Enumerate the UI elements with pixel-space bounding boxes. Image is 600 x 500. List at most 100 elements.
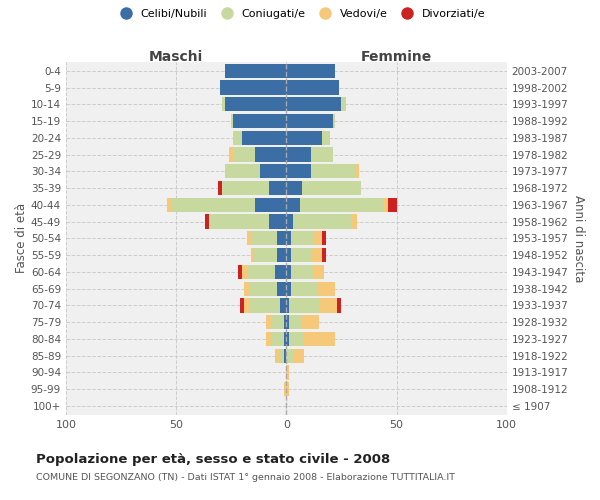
Bar — [383, 198, 388, 212]
Bar — [247, 264, 275, 279]
Bar — [313, 231, 322, 246]
Bar — [319, 298, 337, 312]
Bar — [286, 130, 322, 145]
Bar — [302, 181, 361, 195]
Bar — [271, 315, 284, 330]
Bar — [293, 214, 352, 228]
Bar — [284, 315, 286, 330]
Bar — [231, 114, 233, 128]
Bar — [280, 348, 284, 363]
Text: Femmine: Femmine — [361, 50, 432, 64]
Bar — [284, 332, 286, 346]
Bar — [311, 164, 355, 178]
Bar — [322, 231, 326, 246]
Bar — [337, 298, 341, 312]
Bar — [280, 298, 286, 312]
Legend: Celibi/Nubili, Coniugati/e, Vedovi/e, Divorziati/e: Celibi/Nubili, Coniugati/e, Vedovi/e, Di… — [111, 6, 489, 22]
Bar — [286, 315, 289, 330]
Bar — [322, 248, 326, 262]
Bar — [277, 248, 286, 262]
Bar — [286, 80, 339, 94]
Bar — [341, 97, 346, 112]
Bar — [229, 148, 233, 162]
Bar — [224, 64, 286, 78]
Bar — [218, 181, 223, 195]
Bar — [302, 315, 319, 330]
Bar — [220, 80, 286, 94]
Bar — [233, 148, 256, 162]
Bar — [247, 231, 251, 246]
Bar — [286, 264, 291, 279]
Bar — [286, 181, 302, 195]
Bar — [271, 332, 284, 346]
Bar — [240, 298, 244, 312]
Bar — [286, 332, 289, 346]
Bar — [266, 315, 271, 330]
Bar — [293, 348, 304, 363]
Bar — [291, 264, 313, 279]
Bar — [251, 231, 277, 246]
Bar — [286, 97, 341, 112]
Bar — [286, 348, 293, 363]
Bar — [317, 282, 335, 296]
Bar — [286, 114, 332, 128]
Bar — [244, 282, 249, 296]
Bar — [256, 148, 286, 162]
Text: Popolazione per età, sesso e stato civile - 2008: Popolazione per età, sesso e stato civil… — [36, 452, 390, 466]
Bar — [388, 198, 397, 212]
Bar — [291, 248, 311, 262]
Text: COMUNE DI SEGONZANO (TN) - Dati ISTAT 1° gennaio 2008 - Elaborazione TUTTITALIA.: COMUNE DI SEGONZANO (TN) - Dati ISTAT 1°… — [36, 472, 455, 482]
Bar — [269, 181, 286, 195]
Bar — [286, 366, 289, 380]
Bar — [223, 97, 224, 112]
Bar — [260, 164, 286, 178]
Bar — [284, 348, 286, 363]
Bar — [311, 248, 322, 262]
Bar — [223, 181, 269, 195]
Bar — [286, 148, 311, 162]
Bar — [286, 164, 311, 178]
Bar — [311, 148, 332, 162]
Bar — [286, 298, 289, 312]
Bar — [286, 248, 291, 262]
Bar — [275, 264, 286, 279]
Bar — [289, 332, 304, 346]
Bar — [277, 231, 286, 246]
Bar — [172, 198, 256, 212]
Bar — [242, 130, 286, 145]
Bar — [299, 198, 383, 212]
Bar — [286, 231, 291, 246]
Bar — [256, 198, 286, 212]
Bar — [289, 298, 319, 312]
Bar — [286, 382, 289, 396]
Bar — [224, 97, 286, 112]
Bar — [249, 282, 277, 296]
Bar — [355, 164, 359, 178]
Bar — [313, 264, 324, 279]
Bar — [205, 214, 209, 228]
Bar — [266, 332, 271, 346]
Bar — [284, 382, 286, 396]
Bar — [233, 114, 286, 128]
Bar — [242, 264, 247, 279]
Bar — [322, 130, 331, 145]
Bar — [291, 231, 313, 246]
Bar — [286, 198, 299, 212]
Bar — [286, 282, 291, 296]
Y-axis label: Anni di nascita: Anni di nascita — [572, 194, 585, 282]
Bar — [244, 298, 249, 312]
Y-axis label: Fasce di età: Fasce di età — [15, 204, 28, 274]
Bar — [332, 114, 335, 128]
Bar — [224, 164, 260, 178]
Bar — [286, 214, 293, 228]
Bar — [251, 248, 253, 262]
Bar — [277, 282, 286, 296]
Text: Maschi: Maschi — [149, 50, 203, 64]
Bar — [233, 130, 242, 145]
Bar — [269, 214, 286, 228]
Bar — [289, 315, 302, 330]
Bar — [291, 282, 317, 296]
Bar — [352, 214, 357, 228]
Bar — [253, 248, 277, 262]
Bar — [304, 332, 335, 346]
